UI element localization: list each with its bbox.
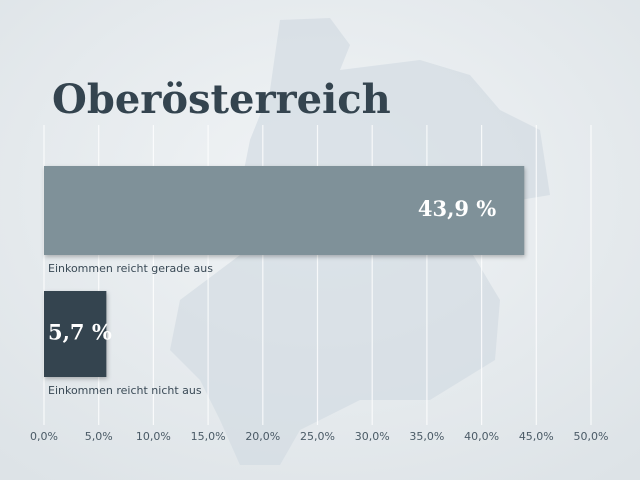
x-tick-label: 20,0% xyxy=(245,430,280,443)
bar xyxy=(44,166,525,255)
chart-title: Oberösterreich xyxy=(52,76,391,123)
x-tick-label: 35,0% xyxy=(409,430,444,443)
value-label: 43,9 % xyxy=(418,196,496,221)
x-tick-label: 30,0% xyxy=(355,430,390,443)
x-tick-label: 10,0% xyxy=(136,430,171,443)
category-label: Einkommen reicht nicht aus xyxy=(48,384,202,397)
value-label: 5,7 % xyxy=(48,320,112,345)
x-tick-label: 5,0% xyxy=(85,430,113,443)
x-tick-label: 15,0% xyxy=(191,430,226,443)
x-tick-label: 25,0% xyxy=(300,430,335,443)
x-tick-label: 40,0% xyxy=(464,430,499,443)
x-tick-label: 0,0% xyxy=(30,430,58,443)
x-tick-label: 45,0% xyxy=(519,430,554,443)
category-label: Einkommen reicht gerade aus xyxy=(48,262,213,275)
x-tick-label: 50,0% xyxy=(574,430,609,443)
bar xyxy=(44,291,107,377)
